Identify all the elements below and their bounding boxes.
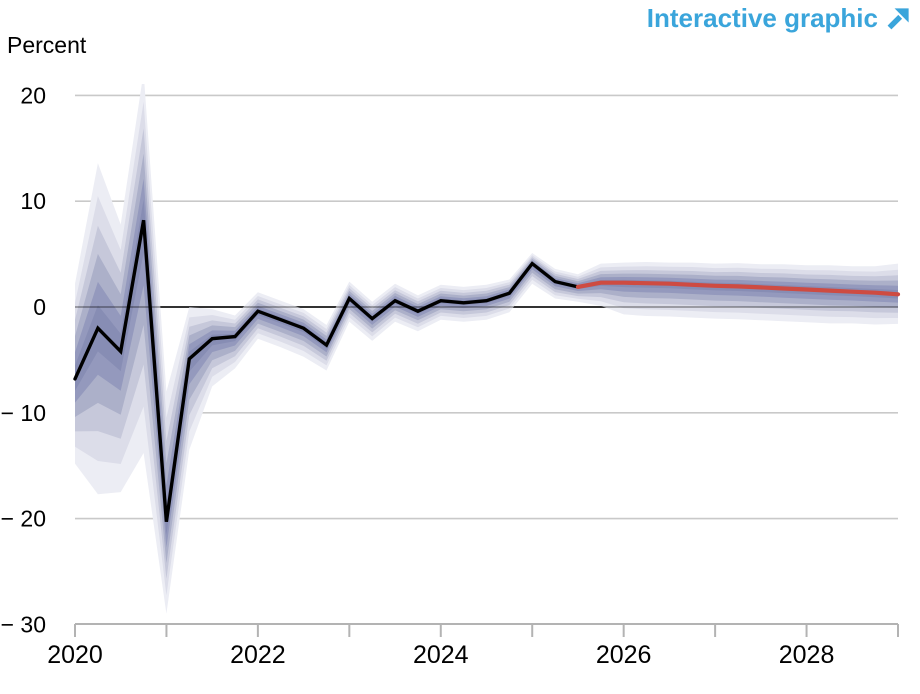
- y-tick-label: − 20: [1, 506, 46, 532]
- forecast-line: [575, 280, 901, 297]
- history-line: [73, 219, 580, 523]
- x-tick-label: 2026: [596, 641, 652, 669]
- x-tick-label: 2024: [413, 641, 469, 669]
- band-layer-5: [75, 178, 898, 548]
- x-tick-label: 2022: [230, 641, 286, 669]
- northeast-arrow-icon: [887, 7, 909, 29]
- x-tick-label: 2020: [47, 641, 103, 669]
- x-tick-label: 2028: [779, 641, 835, 669]
- interactive-graphic-link[interactable]: Interactive graphic: [647, 1, 912, 35]
- y-axis-title: Percent: [7, 32, 87, 58]
- y-tick-label: − 10: [1, 400, 46, 426]
- uncertainty-bands: [75, 84, 898, 614]
- y-tick-label: 0: [33, 294, 46, 320]
- y-tick-label: 20: [20, 82, 46, 108]
- y-tick-label: 10: [20, 188, 46, 214]
- y-tick-label: − 30: [1, 611, 46, 637]
- interactive-graphic-label: Interactive graphic: [646, 3, 878, 33]
